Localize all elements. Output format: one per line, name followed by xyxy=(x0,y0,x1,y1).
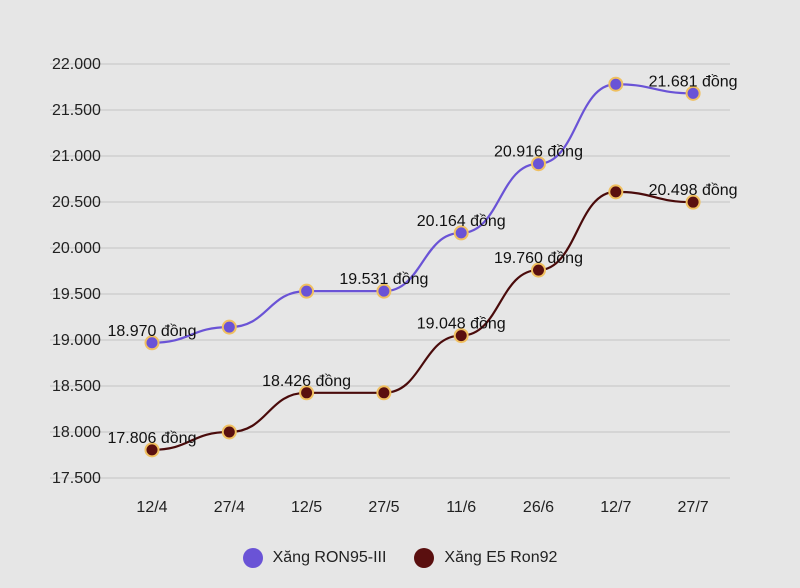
y-axis-ticks: 17.500 18.000 18.500 19.000 19.500 20.000 20.5… xyxy=(52,56,101,487)
data-label: 19.760 đồng xyxy=(494,250,583,267)
data-label: 18.970 đồng xyxy=(108,323,197,340)
data-labels: 18.970 đồng 19.531 đồng 20.164 đồng 20.916 … xyxy=(108,73,738,447)
x-tick-label: 11/6 xyxy=(446,499,476,516)
legend-swatch-e5 xyxy=(414,548,435,568)
x-tick-label: 12/5 xyxy=(291,499,322,516)
data-point[interactable] xyxy=(531,156,546,172)
data-label: 20.164 đồng xyxy=(417,213,506,230)
data-label: 21.681 đồng xyxy=(649,73,738,90)
y-tick-label: 17.500 xyxy=(52,470,101,487)
data-point[interactable] xyxy=(299,385,315,401)
data-label: 19.048 đồng xyxy=(417,316,506,333)
x-tick-label: 12/4 xyxy=(136,499,167,516)
legend: Xăng RON95-III Xăng E5 Ron92 xyxy=(0,548,800,568)
data-point[interactable] xyxy=(608,184,624,200)
x-tick-label: 12/7 xyxy=(600,499,631,516)
data-point[interactable] xyxy=(453,225,469,241)
y-tick-label: 20.000 xyxy=(52,240,101,257)
x-tick-label: 27/4 xyxy=(214,499,245,516)
y-tick-label: 18.000 xyxy=(52,424,101,441)
data-label: 19.531 đồng xyxy=(339,271,428,288)
legend-swatch-ron95 xyxy=(242,548,263,568)
y-tick-label: 19.000 xyxy=(52,332,101,349)
data-point[interactable] xyxy=(299,283,315,299)
legend-item-ron95[interactable]: Xăng RON95-III xyxy=(242,548,387,568)
legend-label-e5: Xăng E5 Ron92 xyxy=(444,549,558,566)
data-point[interactable] xyxy=(376,283,392,299)
data-label: 20.916 đồng xyxy=(494,144,583,161)
y-tick-label: 21.000 xyxy=(52,148,101,165)
legend-label-ron95: Xăng RON95-III xyxy=(272,549,387,566)
series-line-e5 xyxy=(151,190,694,451)
legend-item-e5[interactable]: Xăng E5 Ron92 xyxy=(414,548,557,568)
y-tick-label: 20.500 xyxy=(52,194,101,211)
data-label: 18.426 đồng xyxy=(262,373,351,390)
series-lines xyxy=(151,83,694,451)
data-point[interactable] xyxy=(144,442,160,458)
y-tick-label: 22.000 xyxy=(52,56,101,73)
data-point[interactable] xyxy=(376,385,392,401)
y-tick-label: 21.500 xyxy=(52,102,101,119)
data-point[interactable] xyxy=(685,194,701,210)
series-line-ron95 xyxy=(151,83,694,344)
y-tick-label: 18.500 xyxy=(52,378,101,395)
x-axis-ticks: 12/4 27/4 12/5 27/5 11/6 26/6 12/7 27/7 xyxy=(136,499,708,516)
data-point[interactable] xyxy=(685,85,701,101)
y-tick-label: 19.500 xyxy=(52,286,101,303)
data-point[interactable] xyxy=(453,328,469,344)
data-point[interactable] xyxy=(144,335,160,351)
data-point[interactable] xyxy=(531,262,546,278)
data-point[interactable] xyxy=(221,319,237,335)
x-tick-label: 27/7 xyxy=(678,499,709,516)
data-point[interactable] xyxy=(608,76,624,92)
x-tick-label: 27/5 xyxy=(368,499,399,516)
x-tick-label: 26/6 xyxy=(523,499,554,516)
series-points xyxy=(144,76,701,458)
data-point[interactable] xyxy=(221,424,237,440)
data-label: 17.806 đồng xyxy=(108,430,197,447)
data-label: 20.498 đồng xyxy=(649,182,738,199)
